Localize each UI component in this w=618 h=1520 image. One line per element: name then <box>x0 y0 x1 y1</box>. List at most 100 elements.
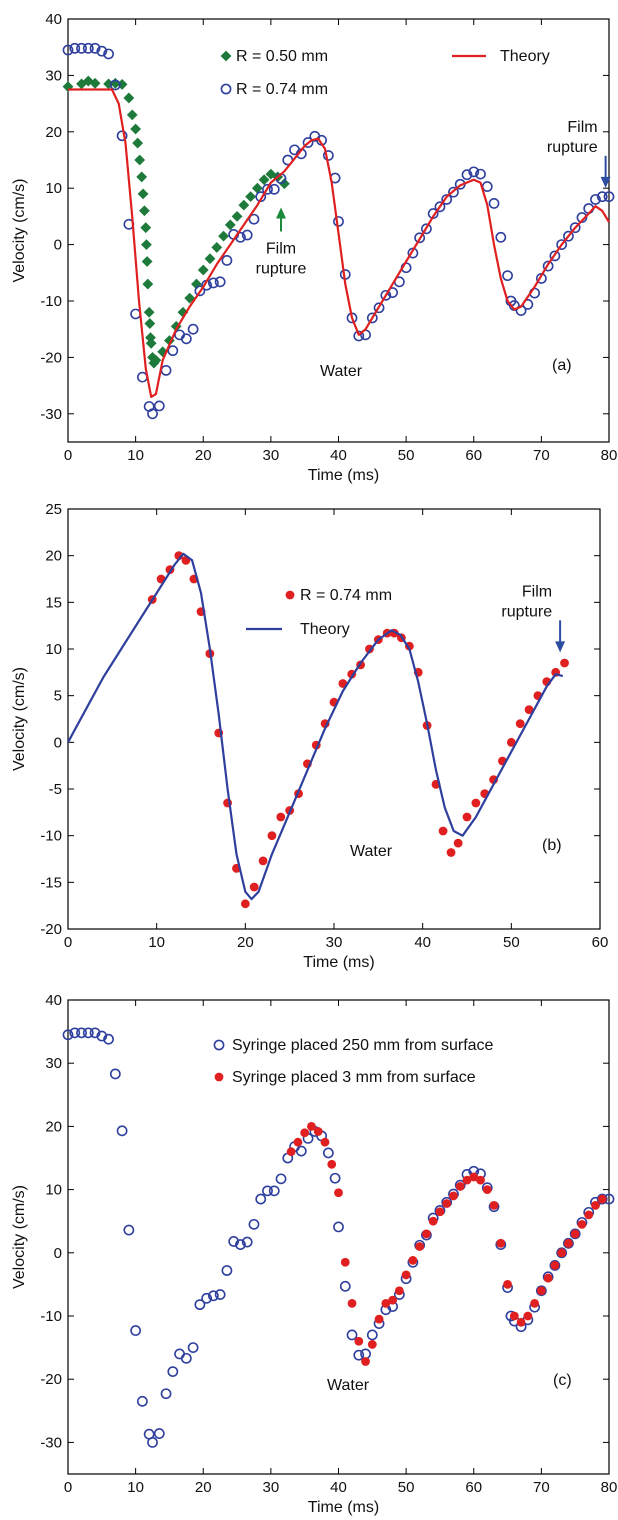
x-tick-label: 50 <box>398 1479 415 1496</box>
data-point <box>509 1311 519 1321</box>
data-point <box>515 719 525 729</box>
data-point <box>82 42 94 54</box>
y-tick-label: 0 <box>54 734 62 751</box>
annotation-text: rupture <box>501 603 552 620</box>
data-point <box>221 254 233 266</box>
x-tick-label: 80 <box>601 1479 618 1496</box>
data-point <box>401 1270 411 1280</box>
x-axis-label: Time (ms) <box>308 1499 379 1516</box>
y-tick-label: 5 <box>54 688 62 705</box>
data-point <box>103 48 114 60</box>
medium-label: Water <box>327 1377 370 1394</box>
data-point <box>453 838 463 848</box>
legend-label: R = 0.50 mm <box>236 48 328 65</box>
y-tick-label: 40 <box>45 992 62 1009</box>
data-point <box>471 798 481 808</box>
data-point <box>373 302 385 314</box>
data-point <box>438 826 448 836</box>
x-axis-label: Time (ms) <box>303 954 374 971</box>
data-point <box>435 1207 445 1217</box>
x-tick-label: 70 <box>533 1479 550 1496</box>
data-point <box>543 1273 553 1283</box>
data-point <box>496 1238 506 1248</box>
data-point <box>194 285 206 297</box>
data-point <box>153 1428 165 1439</box>
data-point <box>302 137 314 148</box>
data-point <box>204 253 216 265</box>
data-point <box>542 260 554 272</box>
chart-panel-a: 0 10 20 30 40 50 60 70 80 -30 -20 -10 0 10 20 30 40 Time … <box>11 11 617 484</box>
data-point <box>374 1314 384 1324</box>
plot-frame <box>67 508 601 930</box>
y-tick-label: 20 <box>45 1118 62 1135</box>
data-point <box>126 109 138 121</box>
data-point <box>469 1172 479 1182</box>
data-point <box>524 705 534 715</box>
data-point <box>475 168 486 180</box>
data-point <box>560 658 569 668</box>
data-point <box>136 371 148 383</box>
data-point <box>590 194 601 205</box>
data-point <box>502 270 513 282</box>
annotation-text: rupture <box>547 139 598 156</box>
data-point <box>103 1033 114 1045</box>
y-axis-label: Velocity (cm/s) <box>11 667 28 771</box>
data-point <box>441 194 453 205</box>
data-point <box>448 186 459 198</box>
data-point <box>174 1348 185 1360</box>
data-point <box>468 166 480 178</box>
data-point <box>245 191 256 203</box>
data-point <box>327 1159 337 1169</box>
x-tick-label: 10 <box>148 934 165 951</box>
x-tick-label: 50 <box>503 934 520 951</box>
data-point <box>221 1265 233 1276</box>
chart-panel-c: 0 10 20 30 40 50 60 70 80 -30 -20 -10 0 10 20 30 40 Time … <box>11 992 617 1516</box>
y-tick-label: -30 <box>40 406 62 423</box>
y-tick-label: 40 <box>45 11 62 28</box>
y-tick-label: 15 <box>45 594 62 611</box>
data-point <box>530 1298 540 1308</box>
data-point <box>153 400 165 412</box>
data-point <box>136 1395 148 1407</box>
data-point <box>147 1437 158 1448</box>
data-point <box>123 92 135 104</box>
data-point <box>366 1329 378 1341</box>
data-point <box>116 79 128 90</box>
data-point <box>211 242 223 253</box>
data-point <box>76 1027 87 1039</box>
legend-marker-swatch <box>214 1072 224 1082</box>
y-tick-label: 10 <box>45 1182 62 1199</box>
data-point <box>591 1201 600 1210</box>
x-tick-label: 40 <box>414 934 431 951</box>
x-tick-label: 0 <box>64 1479 72 1496</box>
data-point <box>62 44 74 56</box>
data-point <box>134 154 146 166</box>
panel-label: (a) <box>552 357 572 374</box>
y-tick-label: 10 <box>45 641 62 658</box>
data-point <box>89 77 101 89</box>
data-point <box>300 1128 310 1138</box>
data-point <box>394 1286 404 1296</box>
data-point <box>428 1216 438 1226</box>
legend-label: R = 0.74 mm <box>236 81 328 98</box>
y-tick-label: 0 <box>54 237 62 254</box>
data-point <box>422 1229 431 1239</box>
data-point <box>354 1336 364 1346</box>
y-axis-label: Velocity (cm/s) <box>11 178 28 282</box>
series-line <box>68 88 610 398</box>
data-point <box>481 181 493 192</box>
data-point <box>109 79 121 91</box>
data-point <box>293 1137 303 1147</box>
data-point <box>139 205 150 217</box>
series-3 <box>68 88 610 398</box>
data-point <box>123 1224 135 1236</box>
data-point <box>167 345 179 357</box>
legend-label: Theory <box>300 621 350 638</box>
data-point <box>442 1199 452 1208</box>
data-point <box>82 1027 94 1039</box>
data-point <box>415 1242 425 1251</box>
legend-marker-swatch <box>213 1039 225 1051</box>
data-point <box>353 330 365 342</box>
data-point <box>187 323 199 335</box>
